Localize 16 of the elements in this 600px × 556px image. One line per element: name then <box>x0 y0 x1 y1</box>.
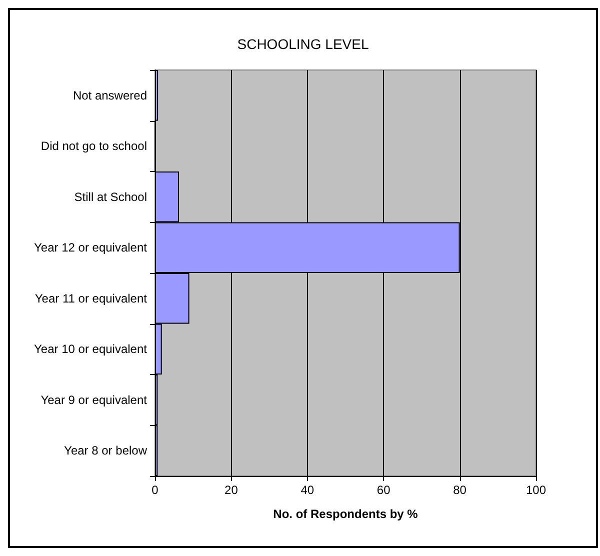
x-tick-label: 20 <box>224 483 238 497</box>
x-tick-label: 40 <box>300 483 314 497</box>
chart-title: SCHOOLING LEVEL <box>237 36 369 52</box>
y-tick-label: Year 9 or equivalent <box>40 392 148 407</box>
x-tick-label: 0 <box>152 483 159 497</box>
y-tick-label: Not answered <box>72 88 147 102</box>
x-tick-label: 100 <box>526 483 546 497</box>
y-tick-label: Year 12 or equivalent <box>34 240 148 255</box>
y-tick-label: Year 8 or below <box>64 444 148 458</box>
x-axis-title: No. of Respondents by % <box>273 507 418 521</box>
y-tick-label: Year 11 or equivalent <box>34 291 148 306</box>
x-tick-label: 60 <box>376 483 391 497</box>
x-tick-label: 80 <box>453 483 467 497</box>
y-tick-label: Still at School <box>74 190 147 204</box>
y-tick-label: Did not go to school <box>40 139 147 154</box>
y-tick-label: Year 10 or equivalent <box>34 342 148 356</box>
